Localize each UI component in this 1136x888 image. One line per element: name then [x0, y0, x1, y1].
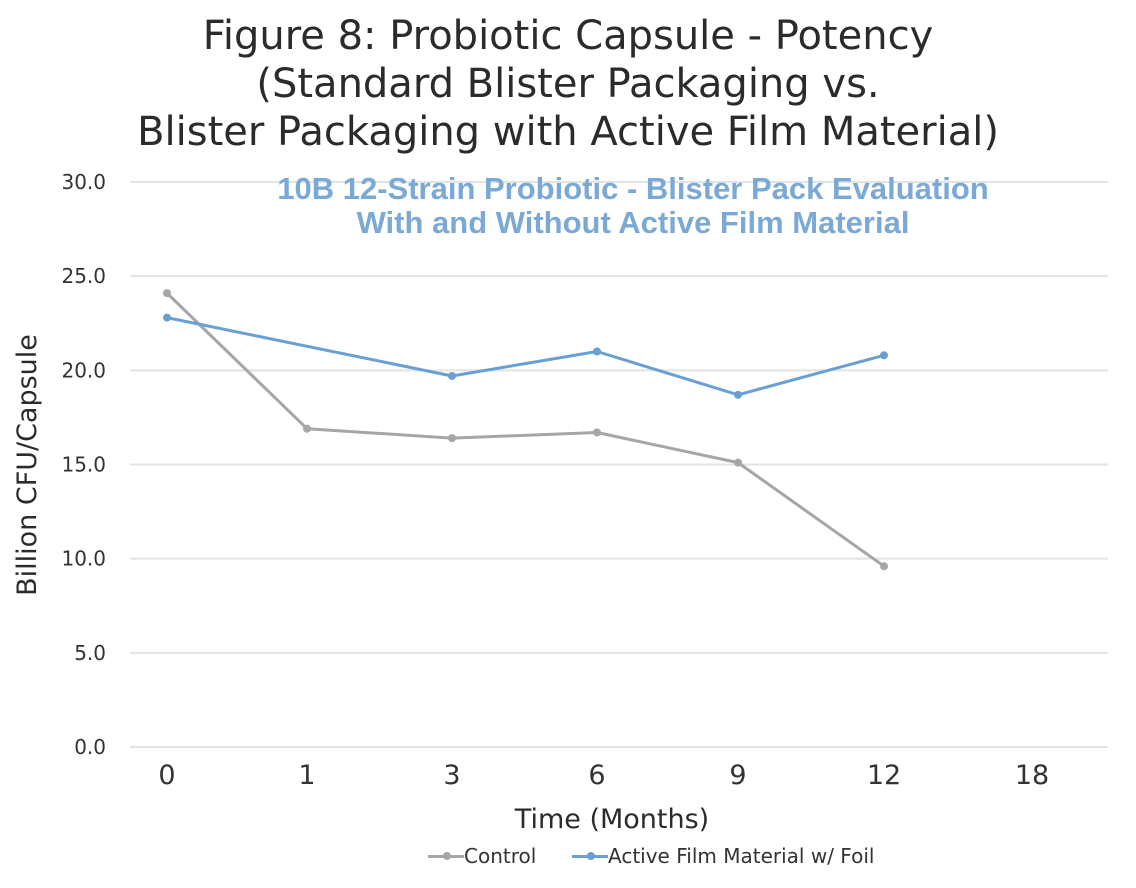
y-tick-label: 20.0	[61, 358, 106, 382]
y-tick-label: 30.0	[61, 170, 106, 194]
data-point-series-0	[593, 428, 601, 437]
x-tick-label: 1	[298, 760, 315, 791]
data-point-series-1	[448, 371, 456, 380]
chart-title: Figure 8: Probiotic Capsule - Potency (S…	[0, 12, 1136, 156]
data-point-series-1	[163, 313, 171, 322]
chart-title-line-3: Blister Packaging with Active Film Mater…	[137, 109, 999, 155]
series-lines	[165, 292, 885, 568]
x-tick-label: 0	[158, 760, 175, 791]
data-point-series-1	[734, 390, 742, 399]
y-tick-labels: 0.0 5.0 10.0 15.0 20.0 25.0 30.0	[61, 170, 106, 759]
legend-label-active-film: Active Film Material w/ Foil	[608, 844, 875, 868]
chart-subtitle: 10B 12-Strain Probiotic - Blister Pack E…	[128, 172, 1136, 240]
data-point-series-1	[593, 347, 601, 356]
gridlines	[130, 181, 1108, 748]
legend-swatch-active-film	[572, 851, 608, 860]
x-tick-label: 3	[443, 760, 460, 791]
legend-item-control: Control	[428, 838, 536, 874]
chart-subtitle-line-2: With and Without Active Film Material	[356, 205, 910, 240]
legend-item-active-film: Active Film Material w/ Foil	[572, 838, 874, 874]
legend-label-control: Control	[464, 844, 537, 868]
x-tick-label: 9	[729, 760, 746, 791]
y-tick-label: 15.0	[61, 453, 106, 477]
data-point-series-0	[880, 562, 888, 571]
legend-swatch-control	[428, 851, 464, 860]
series-line-0	[165, 292, 885, 568]
x-tick-label: 12	[867, 760, 901, 791]
y-tick-label: 10.0	[61, 547, 106, 571]
chart-title-line-2: (Standard Blister Packaging vs.	[256, 61, 880, 107]
x-tick-label: 6	[588, 760, 605, 791]
data-point-series-0	[163, 289, 171, 298]
y-tick-label: 5.0	[74, 641, 106, 665]
x-axis-title: Time (Months)	[514, 804, 709, 835]
x-tick-labels: 0 1 3 6 9 12 18	[158, 760, 1049, 791]
y-tick-label: 25.0	[61, 264, 106, 288]
chart-title-line-1: Figure 8: Probiotic Capsule - Potency	[202, 13, 934, 59]
chart-subtitle-line-1: 10B 12-Strain Probiotic - Blister Pack E…	[277, 171, 989, 206]
y-tick-label: 0.0	[74, 735, 106, 759]
data-point-series-0	[303, 424, 311, 433]
data-point-series-1	[880, 351, 888, 360]
legend: Control Active Film Material w/ Foil	[0, 838, 1136, 874]
y-axis-title: Billion CFU/Capsule	[12, 334, 43, 596]
series-points	[163, 289, 888, 571]
x-tick-label: 18	[1015, 760, 1049, 791]
data-point-series-0	[734, 458, 742, 467]
series-line-1	[166, 316, 885, 397]
data-point-series-0	[448, 434, 456, 443]
